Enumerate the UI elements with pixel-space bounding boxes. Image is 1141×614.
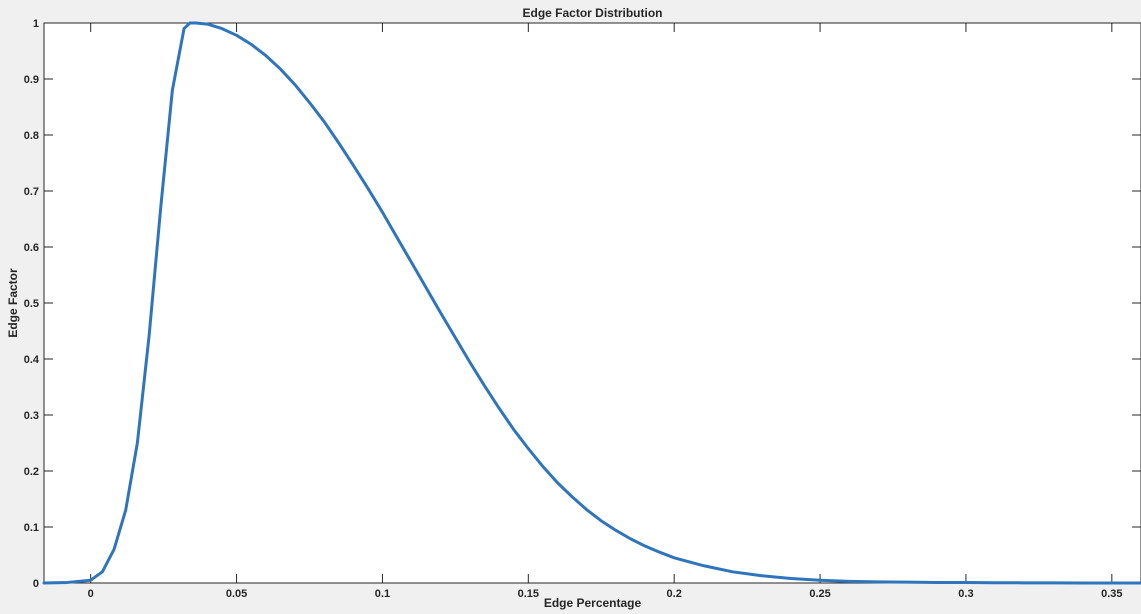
tick-marks: [44, 22, 1141, 584]
y-tick-label: 0.9: [24, 74, 39, 86]
x-tick-labels: 0 0.05 0.1 0.15 0.2 0.25 0.3 0.35: [88, 588, 1123, 600]
x-axis-label: Edge Percentage: [544, 596, 642, 610]
x-tick-label: 0.2: [667, 588, 682, 600]
y-tick-label: 0.8: [24, 130, 39, 142]
x-tick-label: 0: [88, 588, 94, 600]
x-tick-label: 0.35: [1101, 588, 1122, 600]
y-tick-label: 0.3: [24, 410, 39, 422]
chart-title: Edge Factor Distribution: [522, 6, 662, 20]
y-tick-label: 1: [33, 18, 39, 30]
x-tick-label: 0.1: [375, 588, 390, 600]
x-tick-label: 0.15: [518, 588, 539, 600]
x-tick-label: 0.05: [226, 588, 247, 600]
plot-area: [43, 22, 1141, 584]
y-tick-label: 0.2: [24, 466, 39, 478]
y-tick-label: 0.5: [24, 298, 39, 310]
x-tick-label: 0.25: [809, 588, 830, 600]
y-tick-label: 0: [33, 578, 39, 590]
y-tick-label: 0.4: [24, 354, 40, 366]
edge-factor-line: [42, 21, 1141, 585]
x-tick-label: 0.3: [958, 588, 973, 600]
y-tick-label: 0.1: [24, 522, 39, 534]
y-tick-label: 0.7: [24, 186, 39, 198]
y-axis-label: Edge Factor: [6, 268, 20, 338]
y-tick-labels: 0 0.1 0.2 0.3 0.4 0.5 0.6 0.7 0.8 0.9 1: [24, 18, 40, 590]
y-tick-label: 0.6: [24, 242, 39, 254]
